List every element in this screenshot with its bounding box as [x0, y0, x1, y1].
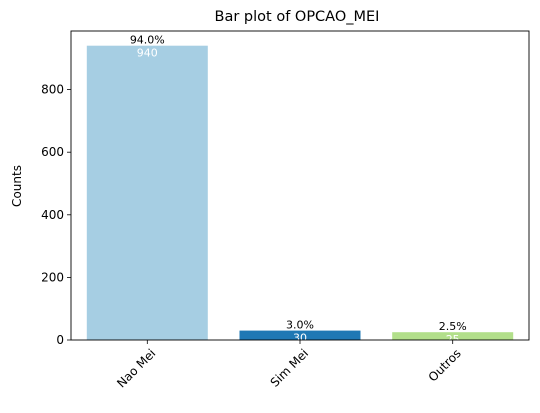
value-label: 30	[293, 332, 307, 345]
y-tick-label: 0	[56, 333, 64, 347]
bar	[86, 45, 208, 340]
percent-label: 94.0%	[130, 34, 165, 47]
x-tick-label: Nao Mei	[114, 346, 158, 390]
chart-title: Bar plot of OPCAO_MEI	[215, 9, 380, 25]
bar	[239, 330, 361, 340]
y-axis-label: Counts	[10, 165, 24, 207]
percent-label: 3.0%	[286, 319, 314, 332]
x-tick-label: Outros	[426, 346, 464, 384]
axes-frame	[70, 30, 530, 341]
x-tick-label: Sim Mei	[268, 346, 312, 390]
bar	[392, 332, 514, 340]
y-tick-label: 400	[41, 208, 64, 222]
y-tick-label: 200	[41, 270, 64, 284]
y-tick-label: 600	[41, 145, 64, 159]
percent-label: 2.5%	[439, 320, 467, 333]
y-tick-label: 800	[41, 83, 64, 97]
value-label: 940	[137, 47, 158, 60]
